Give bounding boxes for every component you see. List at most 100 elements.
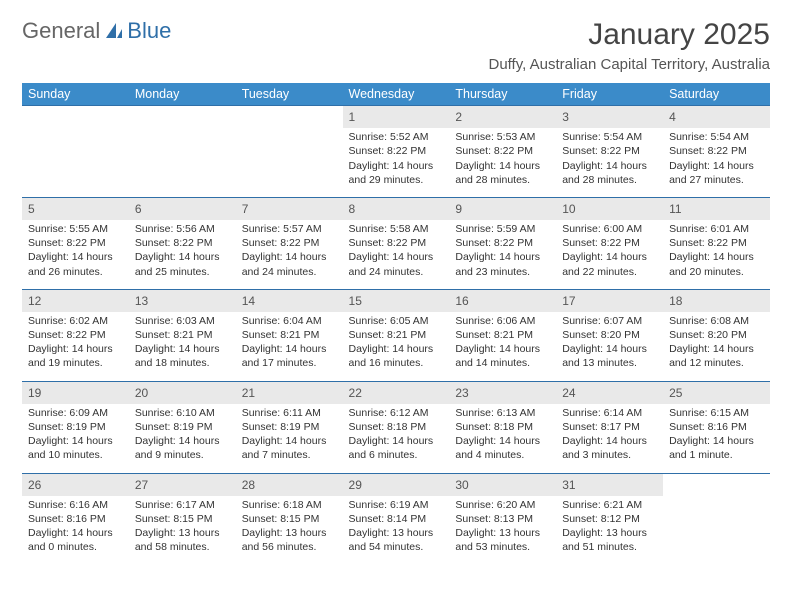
sunset-line: Sunset: 8:22 PM bbox=[28, 236, 123, 250]
sunset-line: Sunset: 8:19 PM bbox=[135, 420, 230, 434]
daylight-line: Daylight: 14 hours and 26 minutes. bbox=[28, 250, 123, 278]
day-number-cell: 8 bbox=[343, 197, 450, 220]
sunset-line: Sunset: 8:22 PM bbox=[669, 144, 764, 158]
sunset-line: Sunset: 8:19 PM bbox=[242, 420, 337, 434]
day-number-cell bbox=[236, 106, 343, 129]
sunset-line: Sunset: 8:22 PM bbox=[135, 236, 230, 250]
sunrise-line: Sunrise: 6:08 AM bbox=[669, 314, 764, 328]
day-detail-cell: Sunrise: 6:21 AMSunset: 8:12 PMDaylight:… bbox=[556, 496, 663, 565]
daylight-line: Daylight: 14 hours and 13 minutes. bbox=[562, 342, 657, 370]
sunset-line: Sunset: 8:17 PM bbox=[562, 420, 657, 434]
day-number-cell: 26 bbox=[22, 473, 129, 496]
sunset-line: Sunset: 8:20 PM bbox=[562, 328, 657, 342]
day-detail-cell: Sunrise: 5:56 AMSunset: 8:22 PMDaylight:… bbox=[129, 220, 236, 289]
calendar-table: Sunday Monday Tuesday Wednesday Thursday… bbox=[22, 83, 770, 564]
day-detail-cell: Sunrise: 5:54 AMSunset: 8:22 PMDaylight:… bbox=[663, 128, 770, 197]
daylight-line: Daylight: 14 hours and 19 minutes. bbox=[28, 342, 123, 370]
daynum-row: 567891011 bbox=[22, 197, 770, 220]
daylight-line: Daylight: 14 hours and 24 minutes. bbox=[349, 250, 444, 278]
day-number-cell: 25 bbox=[663, 381, 770, 404]
sunrise-line: Sunrise: 5:56 AM bbox=[135, 222, 230, 236]
day-number-cell: 15 bbox=[343, 289, 450, 312]
sunset-line: Sunset: 8:21 PM bbox=[242, 328, 337, 342]
sunset-line: Sunset: 8:16 PM bbox=[28, 512, 123, 526]
sunrise-line: Sunrise: 6:03 AM bbox=[135, 314, 230, 328]
sunrise-line: Sunrise: 6:01 AM bbox=[669, 222, 764, 236]
sunset-line: Sunset: 8:22 PM bbox=[28, 328, 123, 342]
sunrise-line: Sunrise: 6:16 AM bbox=[28, 498, 123, 512]
day-number-cell: 19 bbox=[22, 381, 129, 404]
day-detail-cell: Sunrise: 6:11 AMSunset: 8:19 PMDaylight:… bbox=[236, 404, 343, 473]
daylight-line: Daylight: 14 hours and 0 minutes. bbox=[28, 526, 123, 554]
detail-row: Sunrise: 6:16 AMSunset: 8:16 PMDaylight:… bbox=[22, 496, 770, 565]
day-number-cell: 1 bbox=[343, 106, 450, 129]
calendar-body: 1234Sunrise: 5:52 AMSunset: 8:22 PMDayli… bbox=[22, 106, 770, 565]
day-number-cell: 18 bbox=[663, 289, 770, 312]
sunset-line: Sunset: 8:22 PM bbox=[562, 236, 657, 250]
daylight-line: Daylight: 14 hours and 6 minutes. bbox=[349, 434, 444, 462]
day-number-cell: 9 bbox=[449, 197, 556, 220]
day-number-cell: 2 bbox=[449, 106, 556, 129]
daylight-line: Daylight: 14 hours and 14 minutes. bbox=[455, 342, 550, 370]
day-number-cell: 16 bbox=[449, 289, 556, 312]
sunrise-line: Sunrise: 6:17 AM bbox=[135, 498, 230, 512]
sunset-line: Sunset: 8:22 PM bbox=[562, 144, 657, 158]
day-detail-cell: Sunrise: 5:57 AMSunset: 8:22 PMDaylight:… bbox=[236, 220, 343, 289]
day-number-cell: 13 bbox=[129, 289, 236, 312]
day-detail-cell: Sunrise: 5:59 AMSunset: 8:22 PMDaylight:… bbox=[449, 220, 556, 289]
sunset-line: Sunset: 8:22 PM bbox=[455, 144, 550, 158]
day-number-cell: 20 bbox=[129, 381, 236, 404]
daylight-line: Daylight: 14 hours and 28 minutes. bbox=[455, 159, 550, 187]
sunrise-line: Sunrise: 5:59 AM bbox=[455, 222, 550, 236]
sunrise-line: Sunrise: 6:11 AM bbox=[242, 406, 337, 420]
daynum-row: 12131415161718 bbox=[22, 289, 770, 312]
day-header: Saturday bbox=[663, 83, 770, 106]
day-number-cell: 23 bbox=[449, 381, 556, 404]
daylight-line: Daylight: 13 hours and 51 minutes. bbox=[562, 526, 657, 554]
day-number-cell: 22 bbox=[343, 381, 450, 404]
day-detail-cell: Sunrise: 5:58 AMSunset: 8:22 PMDaylight:… bbox=[343, 220, 450, 289]
day-header: Sunday bbox=[22, 83, 129, 106]
day-detail-cell: Sunrise: 5:53 AMSunset: 8:22 PMDaylight:… bbox=[449, 128, 556, 197]
day-number-cell: 4 bbox=[663, 106, 770, 129]
sunrise-line: Sunrise: 5:54 AM bbox=[562, 130, 657, 144]
sunset-line: Sunset: 8:22 PM bbox=[349, 144, 444, 158]
day-number-cell: 14 bbox=[236, 289, 343, 312]
day-number-cell: 29 bbox=[343, 473, 450, 496]
daylight-line: Daylight: 14 hours and 7 minutes. bbox=[242, 434, 337, 462]
sunrise-line: Sunrise: 6:04 AM bbox=[242, 314, 337, 328]
daylight-line: Daylight: 13 hours and 56 minutes. bbox=[242, 526, 337, 554]
sunrise-line: Sunrise: 6:21 AM bbox=[562, 498, 657, 512]
detail-row: Sunrise: 6:02 AMSunset: 8:22 PMDaylight:… bbox=[22, 312, 770, 381]
daylight-line: Daylight: 14 hours and 24 minutes. bbox=[242, 250, 337, 278]
sunset-line: Sunset: 8:20 PM bbox=[669, 328, 764, 342]
daylight-line: Daylight: 14 hours and 27 minutes. bbox=[669, 159, 764, 187]
sunset-line: Sunset: 8:21 PM bbox=[349, 328, 444, 342]
sunrise-line: Sunrise: 5:54 AM bbox=[669, 130, 764, 144]
sunrise-line: Sunrise: 5:57 AM bbox=[242, 222, 337, 236]
daylight-line: Daylight: 14 hours and 23 minutes. bbox=[455, 250, 550, 278]
daylight-line: Daylight: 14 hours and 22 minutes. bbox=[562, 250, 657, 278]
day-number-cell bbox=[663, 473, 770, 496]
daynum-row: 1234 bbox=[22, 106, 770, 129]
sunrise-line: Sunrise: 5:53 AM bbox=[455, 130, 550, 144]
day-header: Tuesday bbox=[236, 83, 343, 106]
day-detail-cell: Sunrise: 6:02 AMSunset: 8:22 PMDaylight:… bbox=[22, 312, 129, 381]
day-number-cell: 5 bbox=[22, 197, 129, 220]
day-header: Monday bbox=[129, 83, 236, 106]
daylight-line: Daylight: 14 hours and 10 minutes. bbox=[28, 434, 123, 462]
sunset-line: Sunset: 8:18 PM bbox=[349, 420, 444, 434]
logo-text-blue: Blue bbox=[127, 18, 171, 44]
day-number-cell: 6 bbox=[129, 197, 236, 220]
daylight-line: Daylight: 14 hours and 25 minutes. bbox=[135, 250, 230, 278]
sunset-line: Sunset: 8:16 PM bbox=[669, 420, 764, 434]
sunrise-line: Sunrise: 6:13 AM bbox=[455, 406, 550, 420]
day-header-row: Sunday Monday Tuesday Wednesday Thursday… bbox=[22, 83, 770, 106]
daylight-line: Daylight: 14 hours and 12 minutes. bbox=[669, 342, 764, 370]
month-title: January 2025 bbox=[488, 18, 770, 52]
day-number-cell: 27 bbox=[129, 473, 236, 496]
day-detail-cell bbox=[22, 128, 129, 197]
sunset-line: Sunset: 8:22 PM bbox=[669, 236, 764, 250]
daynum-row: 19202122232425 bbox=[22, 381, 770, 404]
sunset-line: Sunset: 8:22 PM bbox=[455, 236, 550, 250]
